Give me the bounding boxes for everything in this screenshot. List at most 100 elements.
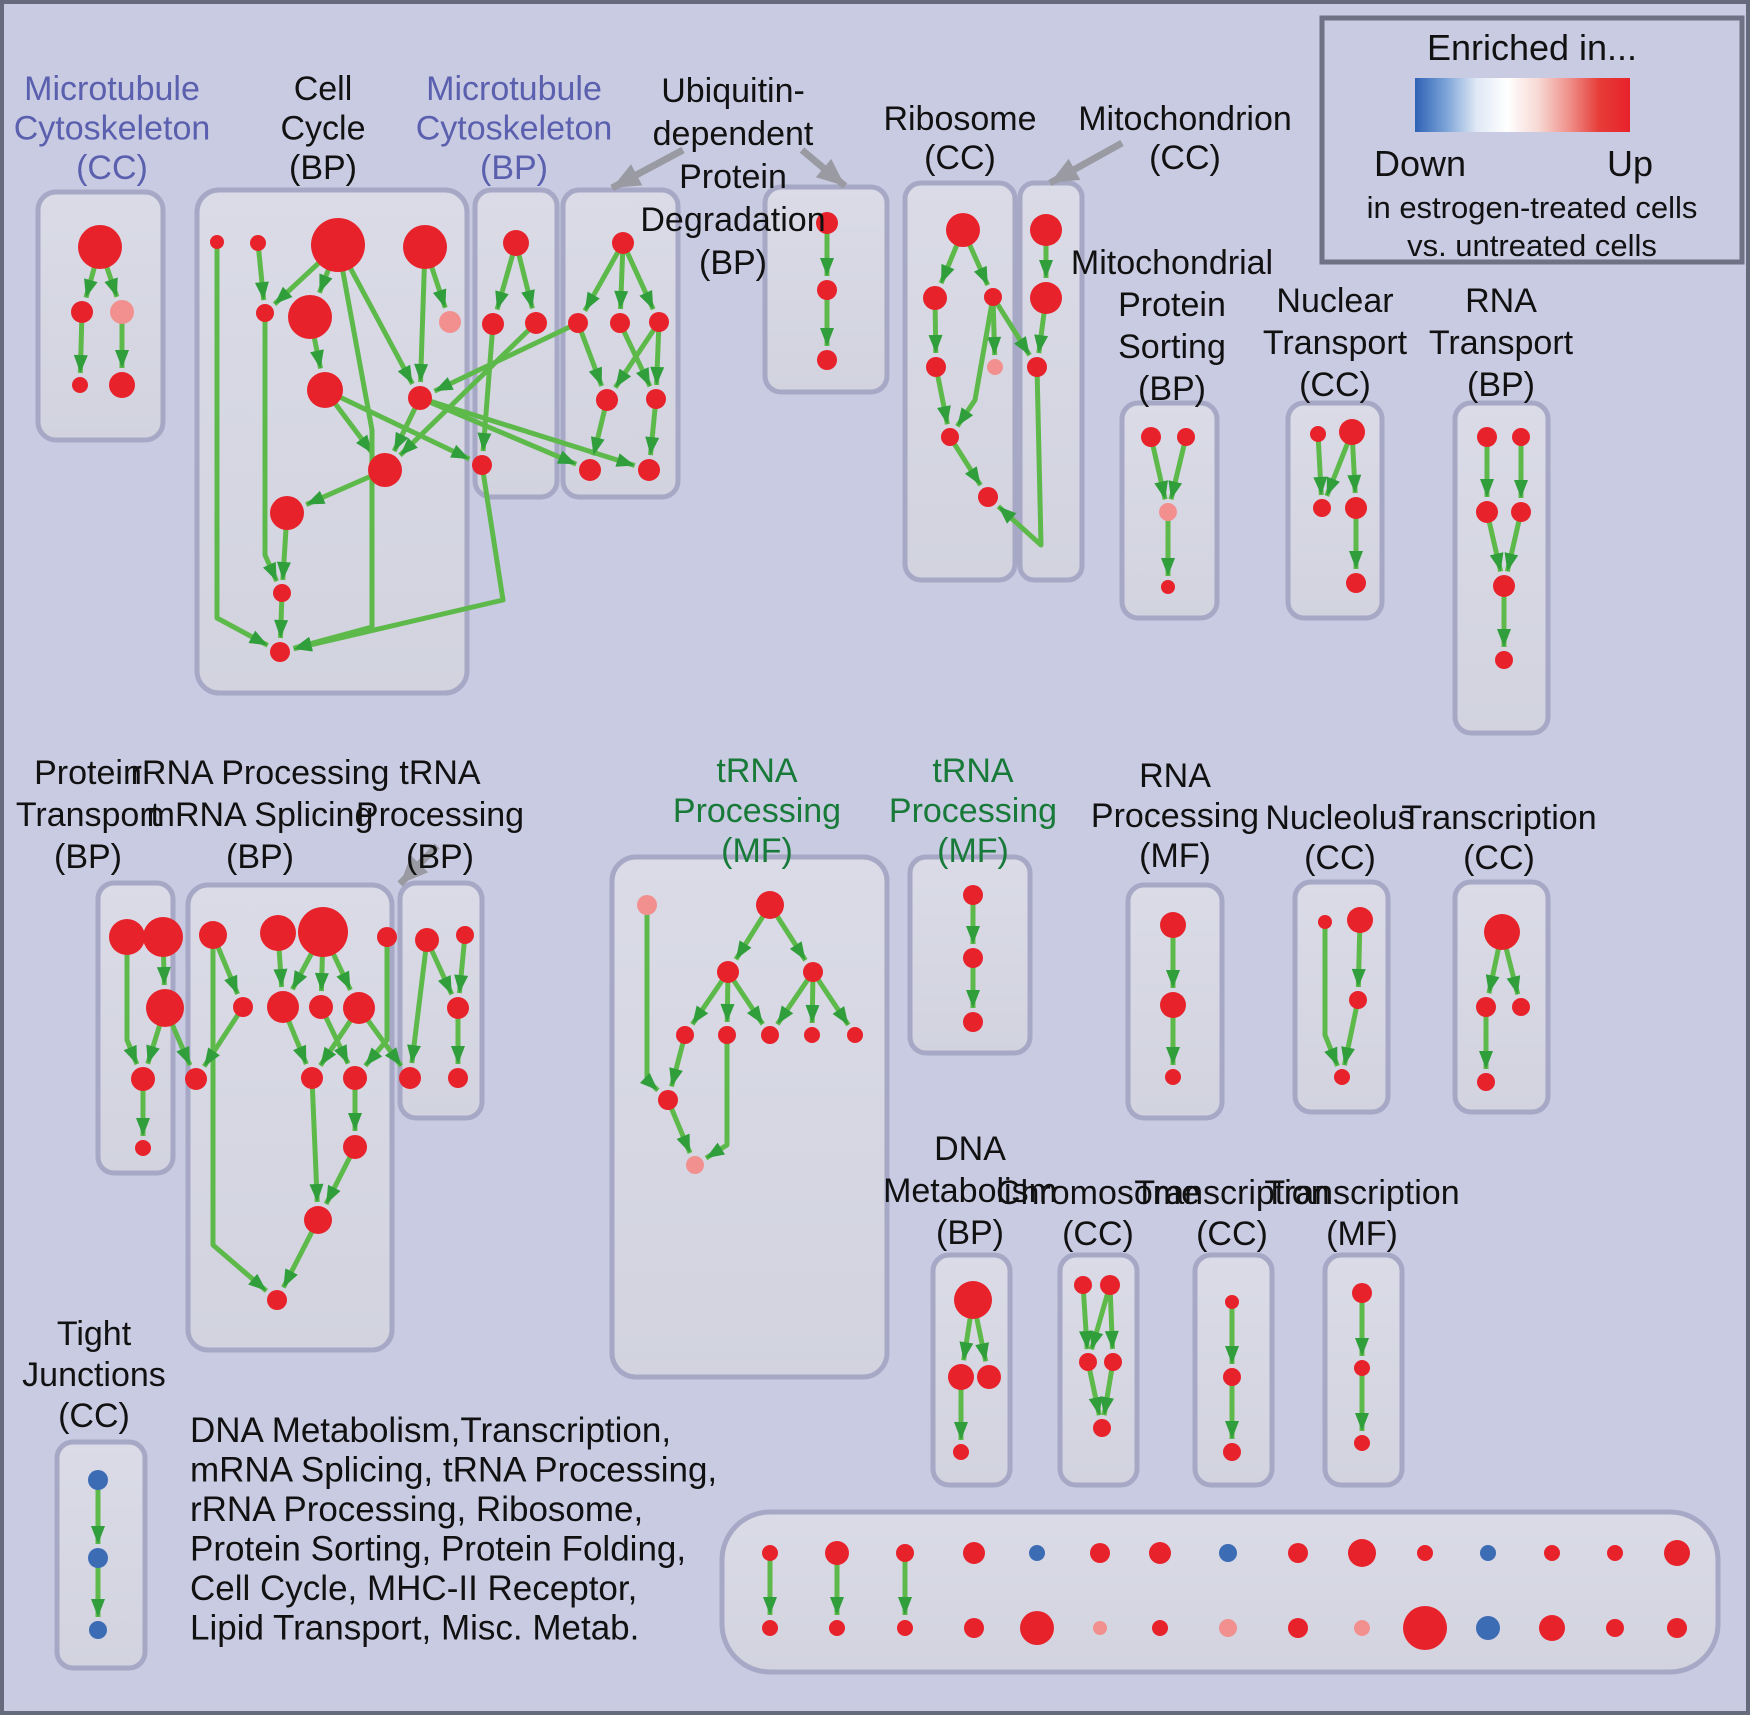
go-term-node [941,428,959,446]
go-term-node [1149,1542,1171,1564]
edge-arrow [433,320,580,394]
go-term-node [984,288,1002,306]
go-term-node [1477,1073,1495,1091]
cluster-label-transcription-cc-bottom: Transcription (CC) [1134,1174,1329,1253]
go-term-node [817,280,837,300]
go-term-node [676,1026,694,1044]
edge-arrow [1085,1361,1103,1416]
go-term-node [1165,1069,1181,1085]
go-term-node [637,895,657,915]
go-term-node [307,372,343,408]
edge-arrow [1341,999,1361,1066]
edge-arrow [214,242,269,648]
go-term-node [1480,1545,1496,1561]
edge-arrow [582,241,626,313]
misc-categories-text: DNA Metabolism,Transcription, mRNA Splici… [190,1411,717,1648]
go-term-node [579,459,601,481]
go-term-node [963,1012,983,1032]
edge-arrow [955,296,996,428]
cluster-label-transcription-cc-top: Transcription (CC) [1401,799,1596,877]
go-term-node [267,991,299,1023]
cluster-label-trna-bp: tRNA Processing (BP) [356,754,524,876]
go-term-node [185,1068,207,1090]
legend-title: Enriched in... [1427,27,1637,68]
go-term-node [1093,1621,1107,1635]
cluster-label-ubiquitin-bp: Ubiquitin-dependent Protein Degradation (BP… [640,72,825,282]
go-term-node [270,496,304,530]
edge-arrow [1168,436,1189,500]
go-term-node [1544,1545,1560,1561]
go-term-node [568,313,588,333]
go-term-node [1354,1435,1370,1451]
go-term-node [1029,1545,1045,1561]
go-term-node [1476,997,1496,1017]
go-term-node [1403,1606,1447,1650]
go-term-node [377,927,397,947]
cluster-label-mito-sorting: Mitochondrial Protein Sorting (BP) [1071,244,1273,408]
cluster-label-nuclear-transport: Nuclear Transport (CC) [1263,282,1408,404]
edge-arrow [1313,433,1328,496]
go-term-node [804,1027,820,1043]
go-term-node [448,1068,468,1088]
edge-arrow [407,939,430,1064]
edge-arrow [620,241,656,311]
go-term-node [1152,1620,1168,1636]
edge-arrow [704,1035,730,1161]
go-term-node [978,487,998,507]
go-term-node [923,286,947,310]
go-term-node [439,311,461,333]
go-term-node [638,459,660,481]
go-term-node [1493,575,1515,597]
edge-arrow [309,1077,324,1203]
go-term-node [109,919,145,955]
go-term-node [1484,914,1520,950]
go-term-node [1020,1611,1054,1645]
go-term-node [456,926,474,944]
go-term-node [260,915,296,951]
go-term-node [1219,1544,1237,1562]
go-term-node [1664,1540,1690,1566]
edge-arrow [1322,922,1340,1067]
cluster-box-chromosome [1057,1252,1140,1488]
edge-arrow [617,321,653,388]
go-term-node [1288,1543,1308,1563]
go-term-node [1495,651,1513,669]
go-term-node [963,1542,985,1564]
go-term-node [1090,1543,1110,1563]
edge-arrow [123,937,140,1066]
edge-arrow [650,321,665,386]
edge-arrow [202,1005,246,1068]
go-term-node [646,389,666,409]
go-term-node [109,372,135,398]
go-term-node [408,386,432,410]
go-term-node [816,212,838,234]
edge-arrow [810,970,851,1027]
edge-arrow [363,937,390,1068]
legend-up-label: Up [1607,143,1653,184]
edge-arrow [454,934,469,994]
edge-arrow [262,313,279,583]
edge-arrow [414,246,429,383]
go-term-node [963,948,983,968]
go-term-node [1160,912,1186,938]
edge-arrow [775,970,816,1026]
go-term-node [847,1027,863,1043]
edge-arrow [1504,511,1524,572]
edge-arrow [947,435,983,487]
go-term-node [267,1290,287,1310]
go-term-node [1225,1295,1239,1309]
go-term-node [288,295,332,339]
go-term-node [304,1206,332,1234]
go-term-node [1476,1616,1500,1640]
go-term-node [1345,497,1367,519]
go-term-node [273,584,291,602]
cluster-label-nucleolus: Nucleolus (CC) [1265,799,1414,877]
cluster-label-transcription-mf: Transcription (MF) [1264,1174,1459,1253]
go-term-node [977,1365,1001,1389]
go-term-node [256,304,274,322]
go-term-node [270,642,290,662]
edge-arrow [210,935,269,1293]
go-term-node [146,989,184,1027]
